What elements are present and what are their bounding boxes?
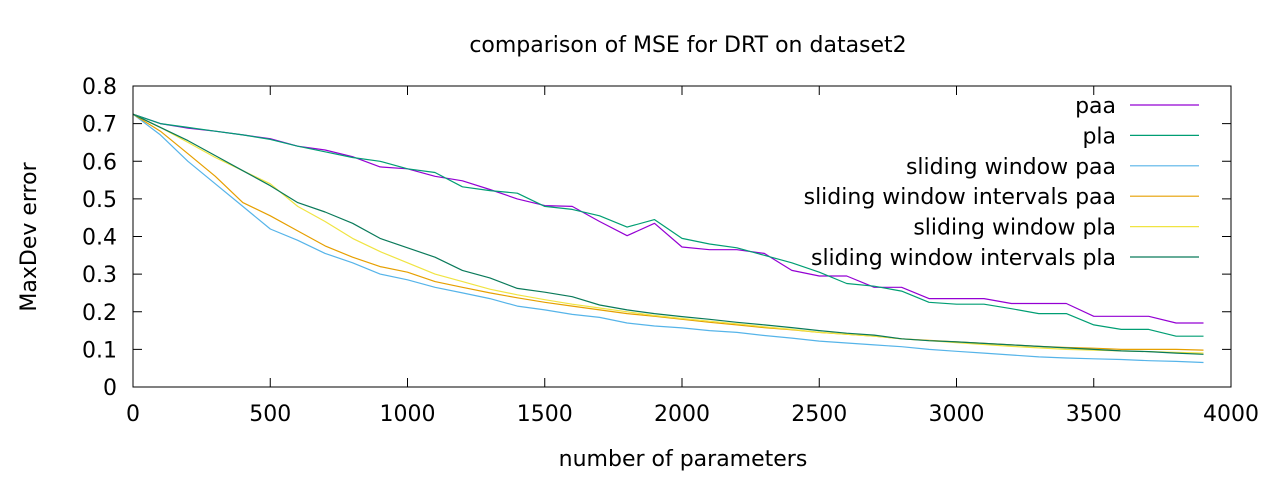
legend-label: pla: [1082, 124, 1116, 149]
axis-ticks: 0 500 1000 1500 2000 2500 3000 3500 4000 0 0.1 0.2 0…: [82, 75, 1259, 427]
x-tick-label: 2500: [791, 402, 847, 427]
legend-label: sliding window intervals pla: [811, 246, 1116, 271]
y-tick-label: 0.3: [82, 263, 117, 288]
y-tick-label: 0.8: [82, 75, 117, 100]
y-tick-label: 0.2: [82, 301, 117, 326]
y-tick-label: 0: [103, 376, 117, 401]
y-axis-label: MaxDev error: [17, 161, 42, 311]
x-tick-label: 0: [126, 402, 140, 427]
y-tick-label: 0.6: [82, 150, 117, 175]
y-tick-label: 0.7: [82, 113, 117, 138]
legend-label: paa: [1075, 94, 1116, 119]
y-tick-label: 0.5: [82, 188, 117, 213]
series-lines: [132, 113, 1204, 364]
x-tick-label: 3000: [929, 402, 985, 427]
plot-frame: [132, 85, 1232, 388]
series-line-sliding-window-intervals-pla: [132, 113, 1204, 355]
legend-label: sliding window pla: [913, 216, 1116, 241]
series-line-paa: [132, 113, 1204, 324]
legend-label: sliding window paa: [906, 155, 1116, 180]
series-line-sliding-window-paa: [132, 113, 1204, 364]
x-tick-label: 3500: [1066, 402, 1122, 427]
x-tick-label: 2000: [654, 402, 710, 427]
x-tick-label: 500: [249, 402, 291, 427]
x-tick-label: 1500: [517, 402, 573, 427]
series-line-sliding-window-pla: [132, 113, 1204, 354]
legend: paa pla sliding window paa sliding window i…: [804, 94, 1199, 271]
series-line-pla: [132, 113, 1204, 337]
y-tick-label: 0.4: [82, 226, 117, 251]
chart-title: comparison of MSE for DRT on dataset2: [469, 33, 906, 58]
x-tick-label: 1000: [380, 402, 436, 427]
legend-label: sliding window intervals paa: [804, 185, 1116, 210]
y-tick-label: 0.1: [82, 338, 117, 363]
x-axis-label: number of parameters: [559, 447, 808, 472]
x-tick-label: 4000: [1203, 402, 1259, 427]
